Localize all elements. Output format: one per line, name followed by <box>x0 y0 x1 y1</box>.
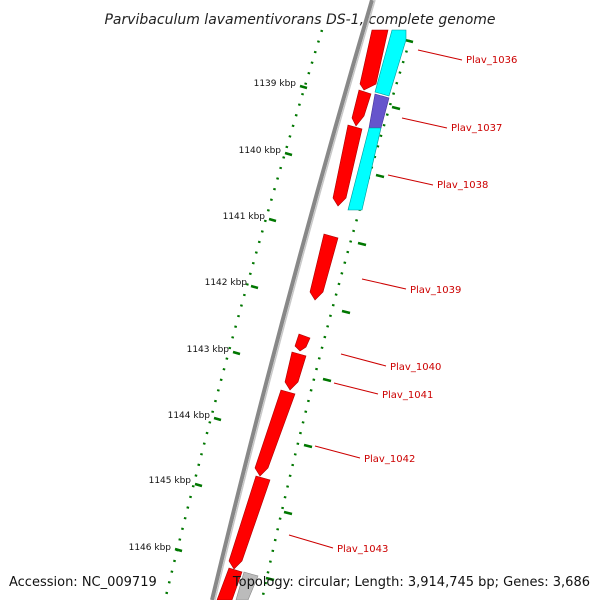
reverse-genes <box>235 29 407 600</box>
kbp-label: 1141 kbp <box>223 212 266 222</box>
gene-plav-1040[interactable] <box>294 333 311 352</box>
gene-plav-1042[interactable] <box>254 389 296 477</box>
gene-plav-1044[interactable] <box>216 567 243 600</box>
gene-reverse-a[interactable] <box>374 29 407 97</box>
gene-plav-1038[interactable] <box>332 124 363 207</box>
map-title: Parvibaculum lavamentivorans DS-1, compl… <box>104 12 495 28</box>
inner-tick <box>391 105 401 111</box>
leader-line <box>340 353 387 367</box>
kbp-label: 1143 kbp <box>187 345 230 355</box>
gene-plav-1043[interactable] <box>228 475 271 570</box>
gene-label-plav-1040[interactable]: Plav_1040 <box>390 362 441 373</box>
leader-line <box>288 534 334 549</box>
leader-line <box>387 174 434 186</box>
gene-grey[interactable] <box>235 571 259 600</box>
inner-tick <box>375 173 385 179</box>
kbp-tick <box>174 547 183 553</box>
inner-tick <box>357 241 367 247</box>
gene-reverse-b[interactable] <box>347 127 382 211</box>
gene-label-plav-1043[interactable]: Plav_1043 <box>337 544 388 555</box>
gene-plav-1036[interactable] <box>359 29 389 91</box>
inner-tick <box>404 38 414 44</box>
kbp-label: 1144 kbp <box>168 411 211 421</box>
leader-line <box>314 445 361 459</box>
topology-text: Topology: circular; Length: 3,914,745 bp… <box>232 575 590 590</box>
kbp-tick <box>299 84 308 90</box>
kbp-tick <box>213 416 222 422</box>
inner-tick <box>283 510 293 516</box>
inner-ticks <box>265 38 414 582</box>
leader-line <box>361 278 407 290</box>
gene-leaders <box>288 49 463 549</box>
gene-label-plav-1038[interactable]: Plav_1038 <box>437 180 488 191</box>
kbp-ticks: 1139 kbp 1140 kbp 1141 kbp 1142 kbp 1143… <box>129 79 308 553</box>
kbp-label: 1142 kbp <box>205 278 248 288</box>
gene-purple[interactable] <box>368 93 390 129</box>
leader-line <box>333 382 379 395</box>
inner-tick <box>322 377 332 383</box>
kbp-label: 1139 kbp <box>254 79 297 89</box>
kbp-tick <box>268 217 277 223</box>
inner-tick <box>265 576 275 582</box>
forward-genes <box>216 29 389 600</box>
genome-backbone <box>210 0 374 600</box>
inner-tick <box>341 309 351 315</box>
inner-tick <box>303 443 313 449</box>
gene-plav-1041[interactable] <box>284 351 307 391</box>
genome-backbone-highlight <box>214 0 376 600</box>
kbp-label: 1146 kbp <box>129 543 172 553</box>
gene-plav-1039[interactable] <box>309 233 339 301</box>
gene-labels: Plav_1036 Plav_1037 Plav_1038 Plav_1039 … <box>337 55 517 555</box>
kbp-label: 1145 kbp <box>149 476 192 486</box>
gene-label-plav-1041[interactable]: Plav_1041 <box>382 390 433 401</box>
gene-label-plav-1039[interactable]: Plav_1039 <box>410 285 461 296</box>
gene-plav-1037[interactable] <box>351 89 372 127</box>
kbp-tick <box>232 350 241 356</box>
kbp-tick <box>250 284 259 290</box>
accession-text: Accession: NC_009719 <box>9 575 157 590</box>
gene-label-plav-1037[interactable]: Plav_1037 <box>451 123 502 134</box>
kbp-label: 1140 kbp <box>239 146 282 156</box>
kbp-tick <box>284 151 293 157</box>
leader-line <box>401 117 448 129</box>
gene-label-plav-1042[interactable]: Plav_1042 <box>364 454 415 465</box>
gene-label-plav-1036[interactable]: Plav_1036 <box>466 55 517 66</box>
leader-line <box>417 49 463 61</box>
kbp-tick <box>194 482 203 488</box>
